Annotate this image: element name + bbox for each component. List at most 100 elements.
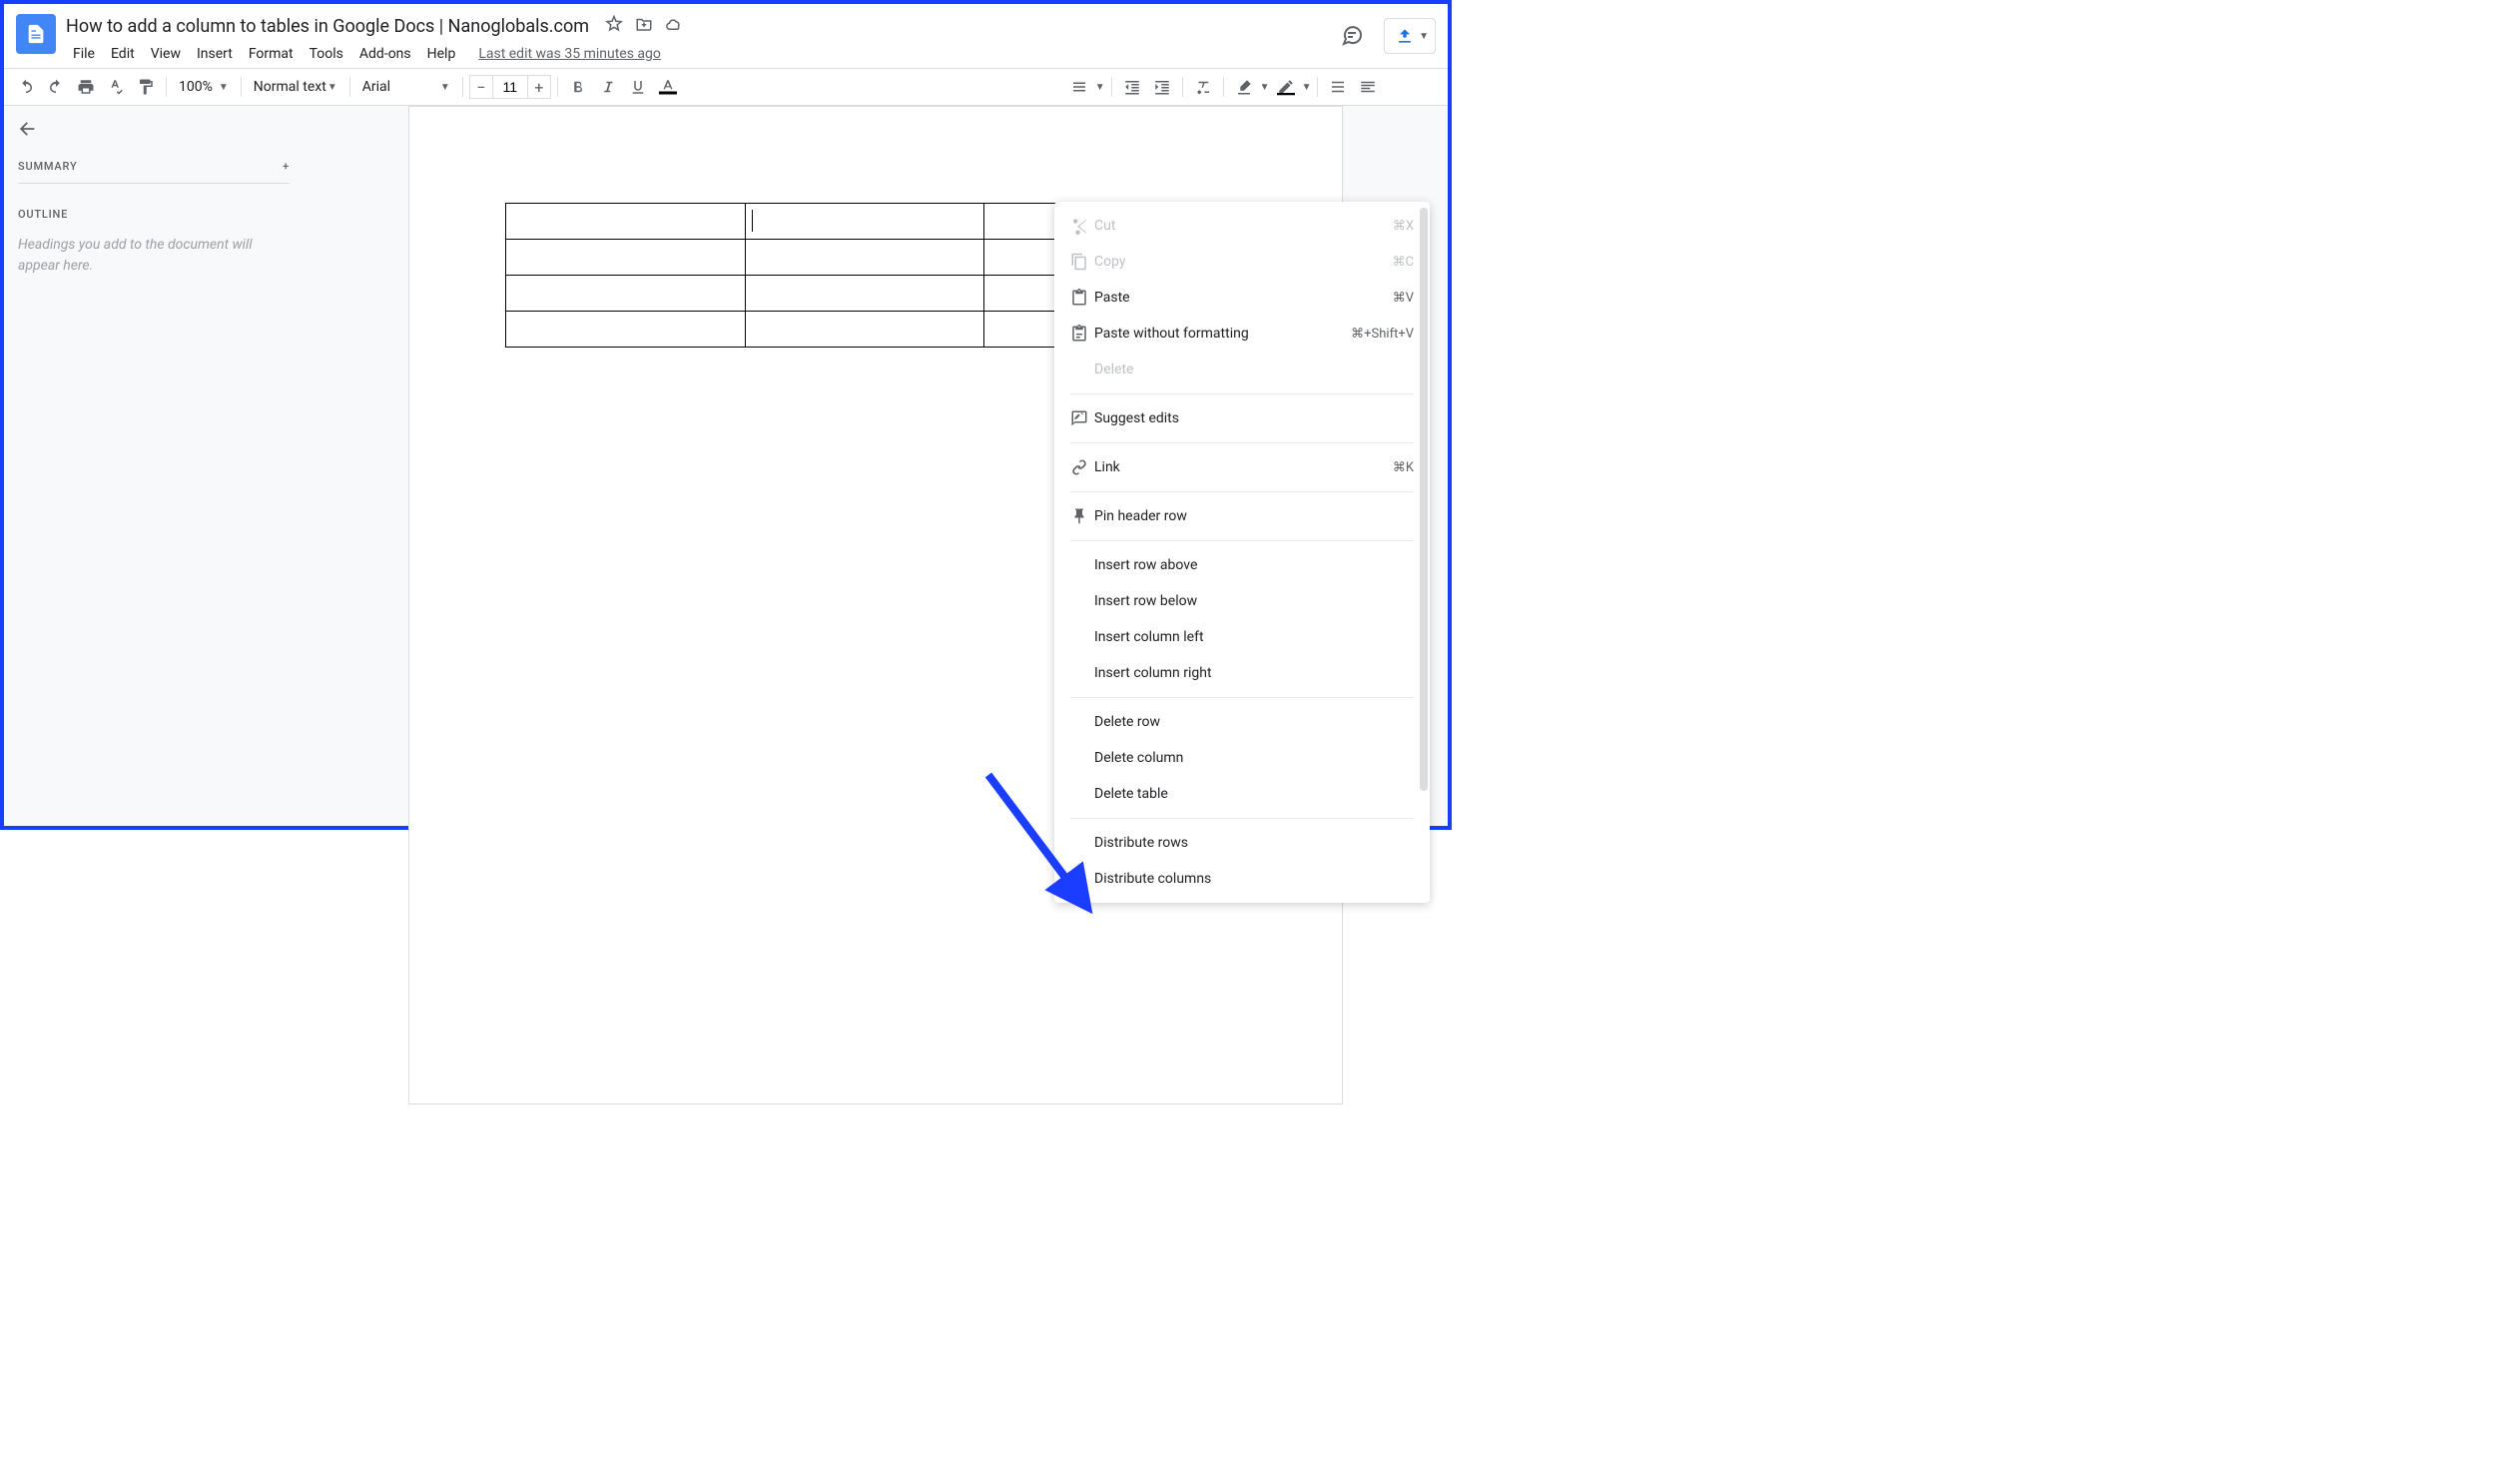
menu-label: Pin header row — [1094, 508, 1414, 524]
menu-shortcut: ⌘K — [1393, 460, 1414, 475]
menu-insert-row-below[interactable]: Insert row below — [1054, 583, 1430, 619]
list-button[interactable] — [1324, 73, 1352, 101]
font-size-increase[interactable]: + — [527, 75, 551, 99]
comments-button[interactable] — [1334, 18, 1370, 54]
menu-label: Paste — [1094, 290, 1393, 306]
menu-tools[interactable]: Tools — [303, 42, 350, 66]
cloud-icon[interactable] — [665, 15, 683, 37]
menu-insert-row-above[interactable]: Insert row above — [1054, 547, 1430, 583]
docs-logo[interactable] — [16, 14, 56, 54]
move-icon[interactable] — [635, 15, 653, 37]
menu-separator — [1070, 491, 1414, 492]
menu-delete-table[interactable]: Delete table — [1054, 776, 1430, 812]
bold-button[interactable] — [564, 73, 592, 101]
menu-label: Insert column left — [1094, 629, 1414, 645]
chevron-down-icon: ▼ — [1419, 31, 1429, 42]
copy-icon — [1070, 252, 1094, 272]
add-summary-button[interactable]: + — [283, 160, 290, 173]
header: How to add a column to tables in Google … — [4, 4, 1448, 68]
menu-label: Suggest edits — [1094, 410, 1414, 426]
menu-view[interactable]: View — [144, 42, 188, 66]
menu-suggest[interactable]: Suggest edits — [1054, 400, 1430, 436]
toolbar: 100%▼ Normal text▼ Arial▼ − + ▼ ▼ ▼ — [4, 68, 1448, 106]
menu-help[interactable]: Help — [420, 42, 463, 66]
menu-format[interactable]: Format — [242, 42, 301, 66]
menu-shortcut: ⌘C — [1393, 255, 1414, 270]
italic-button[interactable] — [594, 73, 622, 101]
menu-pin-header[interactable]: Pin header row — [1054, 498, 1430, 534]
context-menu: Cut⌘XCopy⌘CPaste⌘VPaste without formatti… — [1054, 202, 1430, 903]
pin-icon — [1070, 506, 1094, 526]
menu-label: Delete row — [1094, 714, 1414, 730]
print-button[interactable] — [72, 73, 100, 101]
font-size-input[interactable] — [493, 75, 527, 99]
menu-label: Link — [1094, 459, 1393, 475]
undo-button[interactable] — [12, 73, 40, 101]
menu-shortcut: ⌘+Shift+V — [1351, 327, 1414, 342]
menu-label: Insert row above — [1094, 557, 1414, 573]
menu-label: Insert row below — [1094, 593, 1414, 609]
menu-shortcut: ⌘X — [1393, 219, 1414, 234]
highlight-button[interactable] — [1230, 73, 1258, 101]
menu-separator — [1070, 697, 1414, 698]
edit-mode-button[interactable] — [1272, 73, 1300, 101]
increase-indent-button[interactable] — [1148, 73, 1176, 101]
menu-bar: File Edit View Insert Format Tools Add-o… — [66, 42, 1334, 66]
clear-format-button[interactable] — [1189, 73, 1217, 101]
decrease-indent-button[interactable] — [1118, 73, 1146, 101]
font-size-decrease[interactable]: − — [469, 75, 493, 99]
menu-dist-rows[interactable]: Distribute rows — [1054, 825, 1430, 861]
menu-insert-col-right[interactable]: Insert column right — [1054, 655, 1430, 691]
zoom-select[interactable]: 100%▼ — [173, 75, 235, 99]
menu-edit[interactable]: Edit — [104, 42, 142, 66]
menu-separator — [1070, 818, 1414, 819]
menu-cut: Cut⌘X — [1054, 208, 1430, 244]
menu-separator — [1070, 393, 1414, 394]
menu-delete: Delete — [1054, 352, 1430, 387]
line-spacing-button[interactable] — [1065, 73, 1093, 101]
menu-delete-col[interactable]: Delete column — [1054, 740, 1430, 776]
context-menu-scrollbar[interactable] — [1420, 208, 1428, 791]
menu-label: Delete table — [1094, 786, 1414, 802]
outline-empty-text: Headings you add to the document will ap… — [18, 235, 290, 277]
style-select[interactable]: Normal text▼ — [248, 79, 343, 95]
menu-file[interactable]: File — [66, 42, 102, 66]
star-icon[interactable] — [605, 15, 623, 37]
menu-paste[interactable]: Paste⌘V — [1054, 280, 1430, 316]
menu-link[interactable]: Link⌘K — [1054, 449, 1430, 485]
document-title[interactable]: How to add a column to tables in Google … — [66, 16, 589, 37]
menu-insert-col-left[interactable]: Insert column left — [1054, 619, 1430, 655]
menu-label: Delete column — [1094, 750, 1414, 766]
last-edit[interactable]: Last edit was 35 minutes ago — [478, 46, 661, 62]
menu-delete-row[interactable]: Delete row — [1054, 704, 1430, 740]
outline-sidebar: SUMMARY + OUTLINE Headings you add to th… — [4, 106, 304, 826]
menu-label: Delete — [1094, 362, 1414, 377]
menu-label: Cut — [1094, 218, 1393, 234]
outline-label: OUTLINE — [18, 208, 290, 221]
text-color-button[interactable] — [654, 73, 682, 101]
menu-label: Insert column right — [1094, 665, 1414, 681]
menu-separator — [1070, 442, 1414, 443]
summary-label: SUMMARY — [18, 160, 77, 173]
scissors-icon — [1070, 216, 1094, 236]
menu-addons[interactable]: Add-ons — [352, 42, 418, 66]
spellcheck-button[interactable] — [102, 73, 130, 101]
menu-copy: Copy⌘C — [1054, 244, 1430, 280]
share-button[interactable]: ▼ — [1384, 18, 1436, 54]
paste-plain-icon — [1070, 324, 1094, 344]
menu-shortcut: ⌘V — [1393, 291, 1414, 306]
menu-label: Paste without formatting — [1094, 326, 1351, 342]
paint-format-button[interactable] — [132, 73, 160, 101]
redo-button[interactable] — [42, 73, 70, 101]
menu-insert[interactable]: Insert — [190, 42, 240, 66]
menu-paste-plain[interactable]: Paste without formatting⌘+Shift+V — [1054, 316, 1430, 352]
font-select[interactable]: Arial▼ — [356, 79, 456, 95]
menu-dist-cols[interactable]: Distribute columns — [1054, 861, 1430, 897]
menu-separator — [1070, 540, 1414, 541]
suggest-icon — [1070, 408, 1094, 428]
underline-button[interactable] — [624, 73, 652, 101]
collapse-sidebar-button[interactable] — [16, 118, 38, 144]
menu-label: Copy — [1094, 254, 1393, 270]
menu-label: Distribute rows — [1094, 835, 1414, 851]
more-button[interactable] — [1354, 73, 1382, 101]
